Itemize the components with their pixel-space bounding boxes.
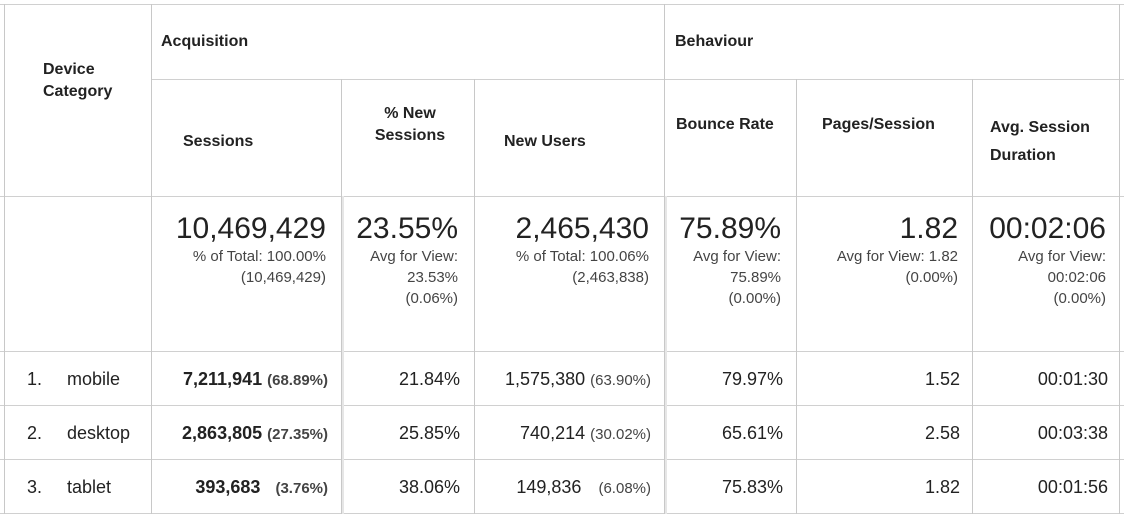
bounce-rate-value: 65.61%	[721, 423, 783, 443]
totals-pages-session-value: 1.82	[899, 212, 958, 245]
new-users-header[interactable]: New Users	[504, 133, 586, 150]
new-users-pct: (63.90%)	[590, 372, 651, 389]
device-link[interactable]: tablet	[67, 477, 112, 497]
row-divider-2	[0, 459, 1124, 460]
duration-value: 00:03:38	[1037, 423, 1108, 443]
acquisition-group-header: Acquisition	[161, 33, 249, 50]
column-shadow-1	[342, 196, 344, 514]
totals-new-users-cell: 2,465,430 % of Total: 100.06% (2,463,838…	[475, 212, 649, 288]
totals-sessions-value: 10,469,429	[175, 212, 326, 245]
pages-session-value: 1.82	[924, 477, 960, 497]
sessions-value: 393,683	[195, 477, 261, 497]
totals-bounce-rate-cell: 75.89% Avg for View: 75.89% (0.00%)	[666, 212, 781, 309]
row-index: 1.	[27, 369, 43, 389]
bottom-border	[0, 513, 1124, 514]
new-users-cell: 740,214 (30.02%)	[475, 422, 651, 446]
pct-new-sessions-header[interactable]: % New Sessions	[374, 105, 446, 144]
new-sessions-value: 21.84%	[398, 369, 460, 389]
totals-new-sessions-cell: 23.55% Avg for View: 23.53% (0.06%)	[342, 212, 458, 309]
totals-new-users-sub: % of Total: 100.06% (2,463,838)	[515, 248, 649, 286]
column-shadow-2	[665, 196, 667, 514]
pages-session-value: 1.52	[924, 369, 960, 389]
bounce-rate-value: 75.83%	[721, 477, 783, 497]
new-sessions-value: 25.85%	[398, 423, 460, 443]
sessions-value: 7,211,941	[183, 369, 263, 389]
sessions-pct: (27.35%)	[267, 426, 328, 443]
new-users-value: 149,836	[516, 477, 582, 497]
row-index: 2.	[27, 423, 43, 443]
col-divider-bounce	[796, 79, 797, 514]
bounce-rate-value: 79.97%	[721, 369, 783, 389]
subheader-divider	[151, 79, 1124, 80]
col-divider-device	[151, 4, 152, 514]
col-divider-sessions	[341, 79, 342, 514]
bounce-rate-header[interactable]: Bounce Rate	[676, 116, 774, 133]
sessions-cell: 2,863,805 (27.35%)	[152, 422, 328, 446]
totals-new-sessions-value: 23.55%	[356, 212, 458, 245]
totals-new-users-value: 2,465,430	[515, 212, 649, 245]
left-border	[4, 4, 5, 514]
row-divider-1	[0, 405, 1124, 406]
sessions-value: 2,863,805	[182, 423, 263, 443]
new-users-pct: (30.02%)	[590, 426, 651, 443]
totals-bottom-border	[0, 351, 1124, 352]
header-bottom-border	[0, 196, 1124, 197]
sessions-cell: 7,211,941 (68.89%)	[152, 368, 328, 392]
col-divider-new-sessions	[474, 79, 475, 514]
new-sessions-value: 38.06%	[398, 477, 460, 497]
totals-pages-session-sub: Avg for View: 1.82 (0.00%)	[836, 248, 958, 286]
new-users-cell: 1,575,380 (63.90%)	[475, 368, 651, 392]
device-link[interactable]: mobile	[67, 369, 121, 389]
sessions-pct: (3.76%)	[275, 480, 328, 497]
device-link[interactable]: desktop	[67, 423, 131, 443]
totals-new-sessions-sub: Avg for View: 23.53% (0.06%)	[370, 248, 458, 307]
device-category-header[interactable]: Device Category	[43, 61, 113, 100]
table-row: 1. mobile 7,211,941 (68.89%) 21.84% 1,57…	[0, 352, 1124, 405]
totals-pages-session-cell: 1.82 Avg for View: 1.82 (0.00%)	[797, 212, 958, 288]
top-border	[0, 4, 1124, 5]
col-divider-acq-beh	[664, 4, 665, 514]
totals-sessions-sub: % of Total: 100.00% (10,469,429)	[192, 248, 326, 286]
totals-duration-sub: Avg for View: 00:02:06 (0.00%)	[1018, 248, 1106, 307]
totals-sessions-cell: 10,469,429 % of Total: 100.00% (10,469,4…	[152, 212, 326, 288]
sessions-header[interactable]: Sessions	[183, 133, 254, 150]
pages-session-value: 2.58	[924, 423, 960, 443]
table-row: 3. tablet 393,683 (3.76%) 38.06% 149,836…	[0, 460, 1124, 513]
totals-bounce-rate-value: 75.89%	[679, 212, 781, 245]
table-row: 2. desktop 2,863,805 (27.35%) 25.85% 740…	[0, 406, 1124, 459]
new-users-cell: 149,836 (6.08%)	[475, 476, 651, 500]
totals-bounce-rate-sub: Avg for View: 75.89% (0.00%)	[693, 248, 781, 307]
avg-session-duration-header[interactable]: Avg. Session Duration	[990, 119, 1090, 164]
behaviour-group-header: Behaviour	[675, 33, 754, 50]
row-index: 3.	[27, 477, 43, 497]
pages-session-header[interactable]: Pages/Session	[822, 116, 935, 133]
sessions-pct: (68.89%)	[267, 372, 328, 389]
col-divider-pages	[972, 79, 973, 514]
duration-value: 00:01:56	[1037, 477, 1108, 497]
totals-duration-cell: 00:02:06 Avg for View: 00:02:06 (0.00%)	[973, 212, 1106, 309]
new-users-value: 740,214	[520, 423, 586, 443]
duration-value: 00:01:30	[1037, 369, 1108, 389]
totals-duration-value: 00:02:06	[989, 212, 1106, 245]
new-users-value: 1,575,380	[505, 369, 586, 389]
right-border	[1119, 4, 1120, 514]
sessions-cell: 393,683 (3.76%)	[152, 476, 328, 500]
new-users-pct: (6.08%)	[598, 480, 651, 497]
